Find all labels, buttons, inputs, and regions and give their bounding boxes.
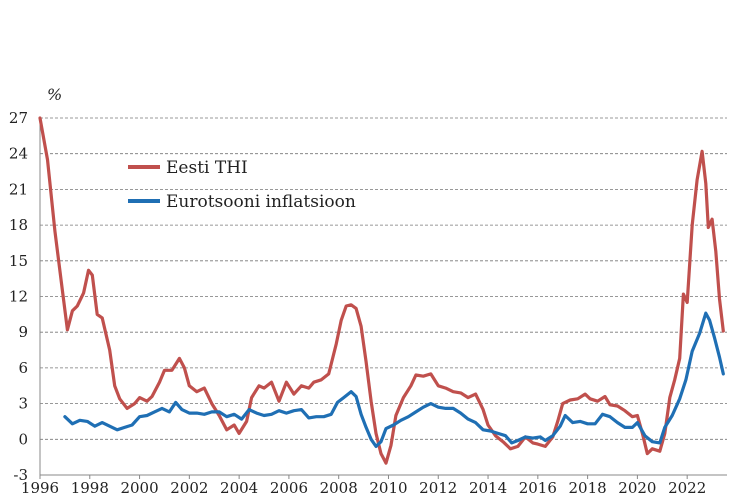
x-tick-label: 2022 — [668, 479, 706, 497]
y-tick-label: 18 — [9, 216, 28, 234]
y-axis-unit-label: % — [47, 85, 62, 104]
series-lines — [38, 116, 725, 465]
x-tick-label: 2020 — [618, 479, 656, 497]
y-tick-label: 15 — [9, 252, 28, 270]
x-tick-label: 2004 — [220, 479, 258, 497]
x-tick-label: 2010 — [369, 479, 407, 497]
x-tick-label: 2018 — [569, 479, 607, 497]
x-tick-label: 1998 — [71, 479, 109, 497]
x-tick-label: 1996 — [21, 479, 59, 497]
y-tick-label: 3 — [18, 395, 28, 413]
x-tick-label: 2016 — [519, 479, 557, 497]
y-tick-label: 6 — [18, 359, 28, 377]
x-tick-label: 2014 — [469, 479, 507, 497]
x-tick-label: 2008 — [320, 479, 358, 497]
legend-label-eurotsooni-inflatsioon: Eurotsooni inflatsioon — [166, 192, 356, 212]
y-tick-label: 9 — [18, 323, 28, 341]
x-tick-label: 2006 — [270, 479, 308, 497]
legend: Eesti THI Eurotsooni inflatsioon — [128, 158, 356, 212]
x-tick-label: 2000 — [120, 479, 158, 497]
y-tick-label: 12 — [9, 288, 28, 306]
legend-label-eesti-thi: Eesti THI — [166, 158, 248, 178]
y-tick-label: -3 — [13, 466, 28, 484]
y-tick-label: 0 — [18, 430, 28, 448]
y-tick-label: 24 — [9, 145, 28, 163]
y-axis-ticks: 27 24 21 18 15 12 9 6 3 0 -3 — [9, 109, 28, 484]
x-tick-label: 2002 — [170, 479, 208, 497]
series-line-1 — [63, 311, 725, 448]
series-line-0 — [38, 116, 725, 465]
y-tick-label: 21 — [9, 180, 28, 198]
x-tick-label: 2012 — [419, 479, 457, 497]
x-axis-ticks: 1996 1998 2000 2002 2004 2006 2008 2010 2012 2014… — [21, 475, 706, 497]
y-tick-label: 27 — [9, 109, 28, 127]
